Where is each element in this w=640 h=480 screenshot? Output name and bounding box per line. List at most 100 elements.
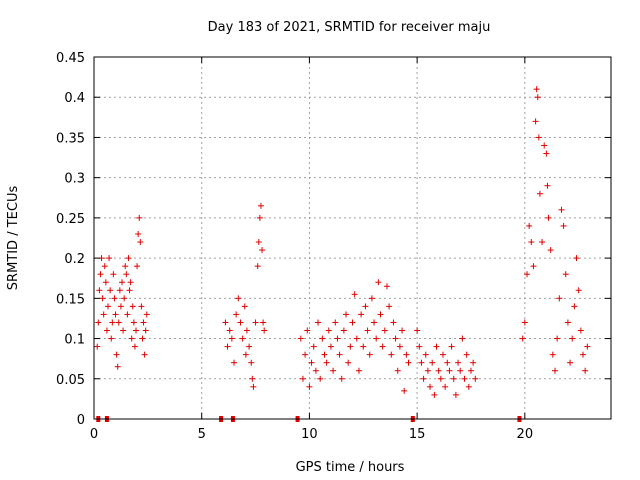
data-point [260,319,267,326]
data-point [241,303,248,310]
data-point [381,327,388,334]
data-point [116,287,123,294]
y-tick-label: 0.35 [56,131,85,146]
data-point [519,335,526,342]
y-tick-label: 0.4 [64,91,85,106]
data-point [371,319,378,326]
data-point [444,359,451,366]
data-point [470,359,477,366]
data-point [375,279,382,286]
data-point [560,222,567,229]
data-point [124,311,131,318]
data-point [396,343,403,350]
data-point [530,263,537,270]
data-point [442,383,449,390]
data-point [297,335,304,342]
data-point [327,343,334,350]
data-point [539,239,546,246]
data-point [567,359,574,366]
data-point [554,335,561,342]
data-point [228,335,235,342]
data-point [97,271,104,278]
data-point [422,351,429,358]
data-point [128,335,135,342]
data-point [431,391,438,398]
data-point [455,359,462,366]
data-point [332,319,339,326]
data-point [558,206,565,213]
data-point [257,202,264,209]
data-point [521,319,528,326]
data-point [96,287,103,294]
data-point [138,303,145,310]
data-point [347,343,354,350]
y-tick-label: 0.2 [64,252,85,267]
data-point [237,319,244,326]
data-point [543,150,550,157]
data-point [134,263,141,270]
data-point [345,359,352,366]
data-point [364,327,371,334]
data-point [114,363,121,370]
data-point [420,375,427,382]
data-point [224,343,231,350]
data-point [252,319,259,326]
data-point [526,222,533,229]
y-tick-label: 0 [77,413,85,428]
y-tick-label: 0.1 [64,333,85,348]
data-point [256,214,263,221]
data-point [113,351,120,358]
data-point [541,142,548,149]
x-tick-label: 10 [301,427,318,442]
data-point [353,335,360,342]
data-point [255,239,262,246]
data-point [564,319,571,326]
plot-frame [93,56,612,420]
data-point [467,367,474,374]
data-point [343,311,350,318]
data-point [306,383,313,390]
data-points [94,86,591,422]
x-tick-label: 15 [409,427,426,442]
data-point [126,287,133,294]
data-point [399,327,406,334]
data-point [457,367,464,374]
data-point [242,351,249,358]
y-axis: 0 0.05 0.1 0.15 0.2 0.25 0.3 0.35 0.4 0.45 [56,51,611,428]
data-point [321,351,328,358]
data-point [243,327,250,334]
data-point [373,335,380,342]
data-point [534,94,541,101]
data-point [299,375,306,382]
data-point [112,311,119,318]
data-point [446,367,453,374]
data-point [142,327,149,334]
data-point [533,86,540,93]
data-point [379,343,386,350]
data-point [358,311,365,318]
data-point [261,327,268,334]
data-point [259,247,266,254]
data-point [463,351,470,358]
data-point [109,319,116,326]
data-point [573,255,580,262]
data-point [94,343,101,350]
data-point [249,375,256,382]
data-point [120,327,127,334]
data-point [472,375,479,382]
data-point [111,295,118,302]
data-point [117,303,124,310]
data-point [362,303,369,310]
data-point [108,335,115,342]
data-point [115,319,122,326]
y-tick-label: 0.45 [56,51,85,66]
data-point [122,263,129,270]
data-point [123,271,130,278]
data-point [323,359,330,366]
data-point [336,351,343,358]
data-point [334,335,341,342]
data-point [302,351,309,358]
data-point [139,335,146,342]
data-point [136,214,143,221]
